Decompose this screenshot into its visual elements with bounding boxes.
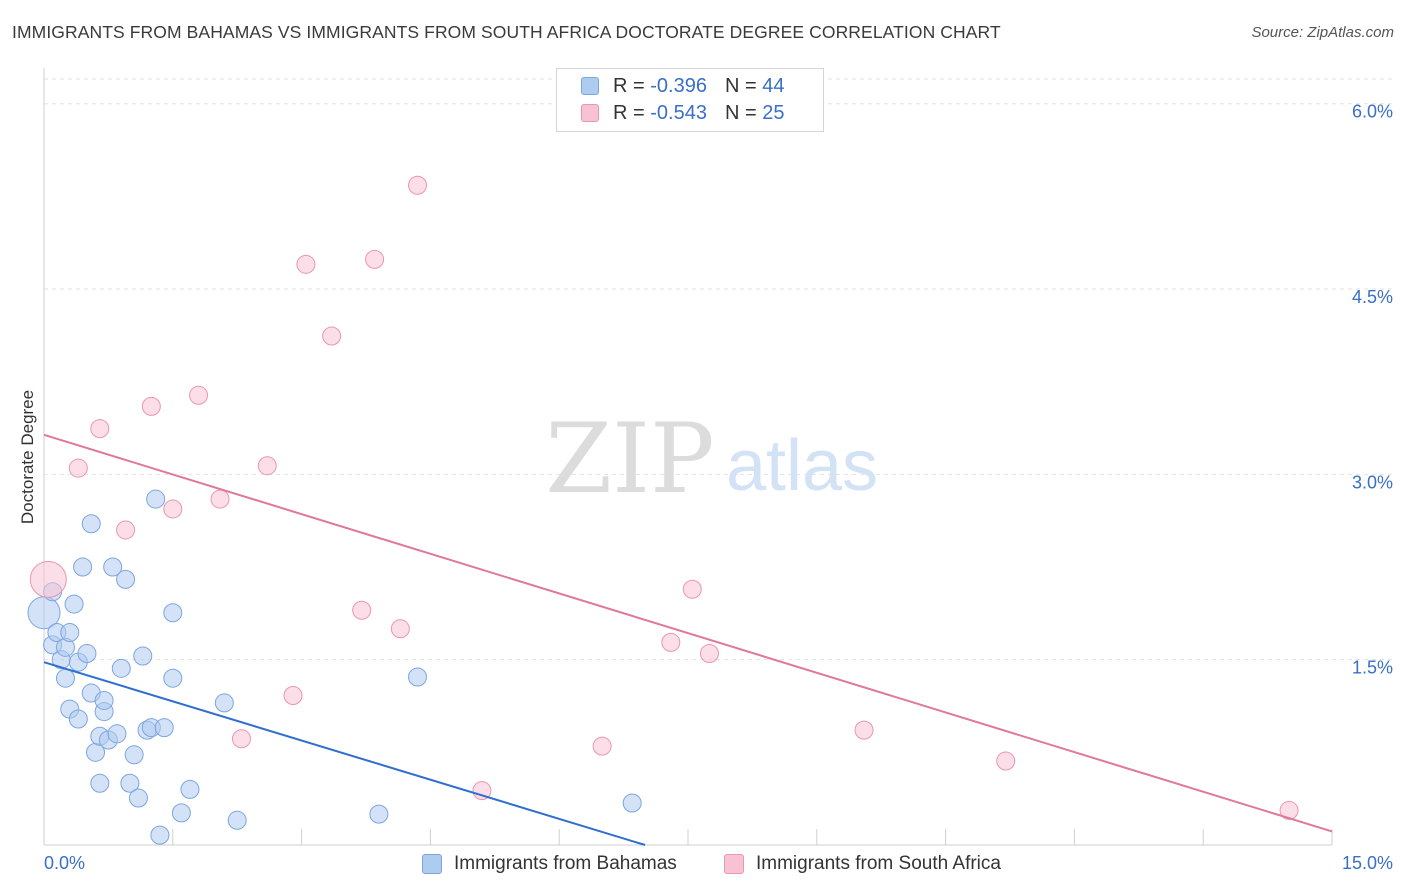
point-south-africa [141,396,161,416]
point-south-africa [682,579,702,599]
y-tick-label: 4.5% [1352,287,1393,307]
tick-labels: 1.5% 3.0% 4.5% 6.0% 0.0% 15.0% [44,102,1393,873]
point-bahamas [73,557,93,577]
point-bahamas [150,825,170,845]
legend: R = -0.396 N = 44 R = -0.543 N = 25 [556,68,824,132]
point-bahamas [60,622,80,642]
point-south-africa [996,751,1016,771]
bottom-legend-label-south-africa: Immigrants from South Africa [756,853,1001,874]
point-south-africa [231,729,251,749]
point-bahamas [214,693,234,713]
point-south-africa [352,600,372,620]
trendlines [43,433,1333,846]
legend-n-label: N = [724,101,763,124]
point-bahamas [124,745,144,765]
bottom-legend-south-africa: Immigrants from South Africa [724,852,1001,876]
point-bahamas [68,709,88,729]
point-south-africa [592,736,612,756]
gridlines [44,78,1392,661]
point-south-africa [296,254,316,274]
point-bahamas [227,810,247,830]
legend-row-bahamas: R = -0.396 N = 44 [581,74,784,98]
point-south-africa [68,458,88,478]
point-south-africa [322,326,342,346]
legend-n-value-bahamas: 44 [762,74,785,97]
legend-n-label: N = [724,74,763,97]
legend-row-south-africa: R = -0.543 N = 25 [581,101,784,125]
point-south-africa [257,456,277,476]
y-tick-label: 6.0% [1352,102,1393,122]
point-bahamas [171,803,191,823]
x-tick-label-min: 0.0% [44,853,85,873]
point-bahamas [77,644,97,663]
source-label: Source: ZipAtlas.com [1251,24,1394,41]
point-south-africa [661,632,681,652]
bottom-legend-bahamas: Immigrants from Bahamas [422,852,677,876]
legend-swatch-bahamas [581,77,599,95]
point-bahamas [133,646,153,666]
point-bahamas [81,514,101,534]
point-south-africa [163,499,183,519]
point-south-africa [29,560,67,598]
point-bahamas [111,658,131,678]
legend-r-label: R = [613,101,651,124]
trendline-bahamas [43,661,646,846]
points [27,175,1299,845]
x-tick-label-max: 15.0% [1342,853,1393,873]
y-axis-label: Doctorate Degree [18,390,37,524]
watermark: ZIP atlas [545,403,878,515]
point-bahamas [408,667,428,687]
point-bahamas [94,690,114,710]
point-bahamas [116,569,136,589]
point-south-africa [408,175,428,195]
point-bahamas [146,489,166,509]
legend-r-value-bahamas: -0.396 [650,74,707,97]
point-bahamas [154,718,174,738]
y-tick-label: 3.0% [1352,472,1393,492]
legend-r-value-south-africa: -0.543 [650,101,707,124]
point-south-africa [189,385,209,405]
legend-n-value-south-africa: 25 [762,101,785,124]
chart-title: IMMIGRANTS FROM BAHAMAS VS IMMIGRANTS FR… [12,22,1001,42]
y-tick-label: 1.5% [1352,658,1393,678]
point-bahamas [120,773,140,793]
watermark-zip: ZIP [545,403,714,515]
point-bahamas [107,724,127,744]
point-south-africa [365,249,385,269]
watermark-atlas: atlas [726,426,878,506]
legend-r-label: R = [613,74,651,97]
point-south-africa [210,489,230,509]
point-bahamas [128,788,148,808]
bottom-legend-swatch-bahamas [422,854,442,874]
trendline-south-africa [43,433,1333,833]
point-bahamas [369,804,389,824]
point-south-africa [90,419,110,439]
point-bahamas [163,603,183,623]
point-south-africa [854,720,874,740]
point-bahamas [163,668,183,688]
point-south-africa [1279,800,1299,820]
bottom-legend-swatch-south-africa [724,854,744,874]
point-south-africa [283,686,303,706]
bottom-legend-label-bahamas: Immigrants from Bahamas [454,853,677,874]
point-south-africa [390,619,410,639]
point-bahamas [103,557,123,577]
point-bahamas [180,779,200,799]
point-bahamas [622,793,642,813]
point-bahamas [64,594,84,614]
point-south-africa [472,781,492,801]
legend-swatch-south-africa [581,104,599,122]
point-bahamas [55,668,75,688]
point-south-africa [116,520,136,540]
axes [43,68,1333,846]
point-bahamas [90,773,110,793]
point-south-africa [699,644,719,663]
